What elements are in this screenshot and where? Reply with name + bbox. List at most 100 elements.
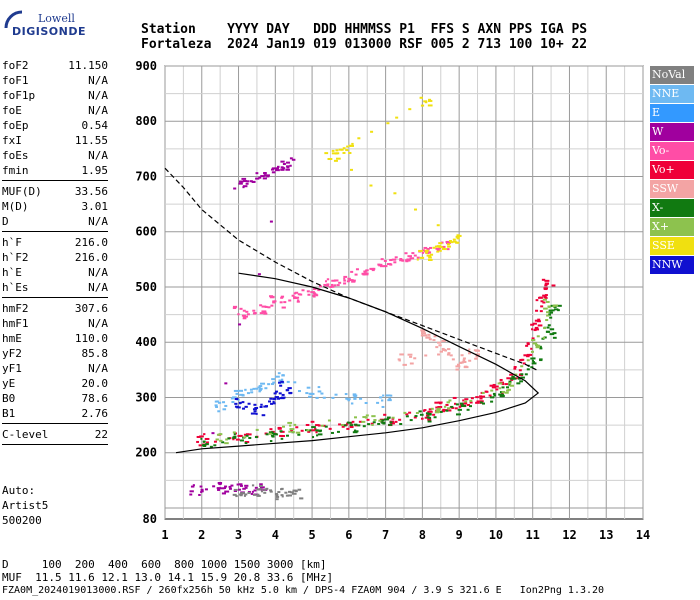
- trace-mark: [280, 168, 285, 171]
- trace-mark: [492, 383, 496, 386]
- param-row: h`E N/A: [2, 265, 108, 280]
- trace-mark: [272, 400, 275, 403]
- trace-mark: [344, 393, 348, 396]
- trace-mark: [212, 485, 216, 488]
- trace-mark: [437, 341, 442, 344]
- trace-mark: [518, 369, 522, 372]
- trace-mark: [423, 409, 427, 412]
- trace-mark: [414, 208, 418, 211]
- trace-mark: [361, 272, 365, 275]
- trace-mark: [291, 294, 295, 297]
- trace-mark: [357, 137, 361, 140]
- trace-mark: [441, 339, 446, 342]
- trace-mark: [462, 402, 468, 405]
- trace-mark: [354, 416, 358, 419]
- param-value: 78.6: [81, 392, 109, 405]
- trace-mark: [549, 316, 553, 319]
- trace-mark: [547, 305, 551, 308]
- trace-mark: [245, 434, 249, 437]
- trace-mark: [242, 317, 247, 320]
- trace-mark: [308, 429, 312, 432]
- trace-mark: [543, 287, 548, 290]
- trace-mark: [409, 257, 415, 260]
- trace-mark: [209, 445, 213, 448]
- trace-mark: [280, 494, 284, 497]
- trace-mark: [331, 149, 335, 152]
- trace-mark: [317, 386, 321, 389]
- auto-code: 500200: [2, 514, 42, 527]
- trace-mark: [544, 296, 548, 299]
- trace-mark: [365, 414, 369, 417]
- trace-mark: [254, 486, 258, 489]
- trace-mark: [255, 172, 259, 175]
- param-row: foEs N/A: [2, 148, 108, 163]
- trace-mark: [287, 421, 293, 424]
- trace-mark: [225, 438, 228, 441]
- trace-mark: [259, 387, 263, 390]
- trace-mark: [222, 401, 226, 404]
- trace-mark: [482, 402, 486, 405]
- trace-mark: [548, 309, 553, 312]
- trace-mark: [378, 419, 382, 422]
- trace-mark: [255, 428, 259, 431]
- trace-mark: [253, 489, 257, 492]
- profile-curve-dashed: [164, 167, 537, 371]
- trace-mark: [346, 398, 351, 401]
- trace-mark: [508, 383, 511, 386]
- trace-mark: [409, 362, 414, 365]
- trace-mark: [437, 410, 441, 413]
- trace-mark: [251, 180, 256, 183]
- trace-mark: [260, 382, 266, 385]
- trace-mark: [269, 220, 273, 223]
- trace-mark: [233, 488, 238, 491]
- trace-mark: [383, 265, 388, 268]
- trace-mark: [405, 415, 409, 418]
- trace-mark: [532, 357, 536, 360]
- trace-mark: [318, 285, 322, 288]
- trace-mark: [534, 326, 539, 329]
- trace-mark: [232, 436, 235, 439]
- x-tick-label: 9: [456, 528, 463, 542]
- trace-mark: [408, 259, 411, 262]
- trace-mark: [275, 390, 279, 393]
- trace-mark: [276, 165, 280, 168]
- trace-mark: [312, 436, 315, 439]
- trace-mark: [436, 407, 442, 410]
- trace-mark: [292, 489, 297, 492]
- trace-mark: [280, 488, 283, 491]
- trace-mark: [363, 272, 369, 275]
- separator: [2, 423, 108, 424]
- trace-mark: [498, 387, 502, 390]
- param-row: foF1p N/A: [2, 88, 108, 103]
- trace-mark: [405, 260, 409, 263]
- trace-mark: [278, 379, 283, 382]
- param-value: N/A: [88, 362, 108, 375]
- trace-mark: [535, 309, 539, 312]
- trace-mark: [468, 359, 472, 362]
- trace-mark: [297, 488, 302, 491]
- trace-mark: [447, 352, 451, 355]
- trace-mark: [351, 280, 356, 283]
- trace-mark: [315, 424, 320, 427]
- trace-mark: [428, 251, 432, 254]
- trace-mark: [455, 235, 460, 238]
- param-row: yF2 85.8: [2, 346, 108, 361]
- trace-mark: [456, 363, 460, 366]
- trace-mark: [367, 423, 371, 426]
- trace-mark: [244, 484, 249, 487]
- trace-mark: [259, 483, 263, 486]
- trace-mark: [445, 403, 449, 406]
- trace-mark: [402, 363, 407, 366]
- trace-mark: [239, 484, 243, 487]
- trace-mark: [333, 159, 338, 162]
- trace-mark: [373, 419, 377, 422]
- trace-mark: [290, 491, 294, 494]
- trace-mark: [335, 149, 339, 152]
- trace-mark: [436, 224, 440, 227]
- trace-mark: [242, 487, 246, 490]
- y-tick-label: 600: [135, 225, 157, 239]
- trace-mark: [269, 296, 275, 299]
- trace-mark: [436, 250, 440, 253]
- trace-mark: [219, 487, 225, 490]
- trace-mark: [364, 402, 368, 405]
